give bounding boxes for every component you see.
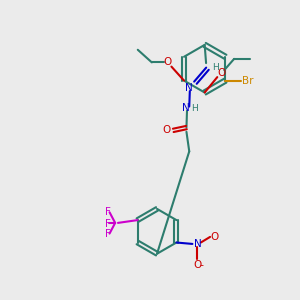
- Text: -: -: [200, 260, 204, 270]
- Text: O: O: [210, 232, 218, 242]
- Text: N: N: [182, 103, 190, 113]
- Text: F: F: [105, 207, 111, 217]
- Text: N: N: [185, 83, 193, 93]
- Text: F: F: [105, 219, 111, 229]
- Text: F: F: [105, 229, 111, 239]
- Text: O: O: [163, 125, 171, 135]
- Text: Br: Br: [242, 76, 254, 85]
- Text: H: H: [191, 104, 198, 113]
- Text: N: N: [194, 239, 202, 249]
- Text: O: O: [163, 57, 171, 68]
- Text: H: H: [212, 63, 219, 72]
- Text: O: O: [218, 68, 226, 78]
- Text: O: O: [193, 260, 202, 270]
